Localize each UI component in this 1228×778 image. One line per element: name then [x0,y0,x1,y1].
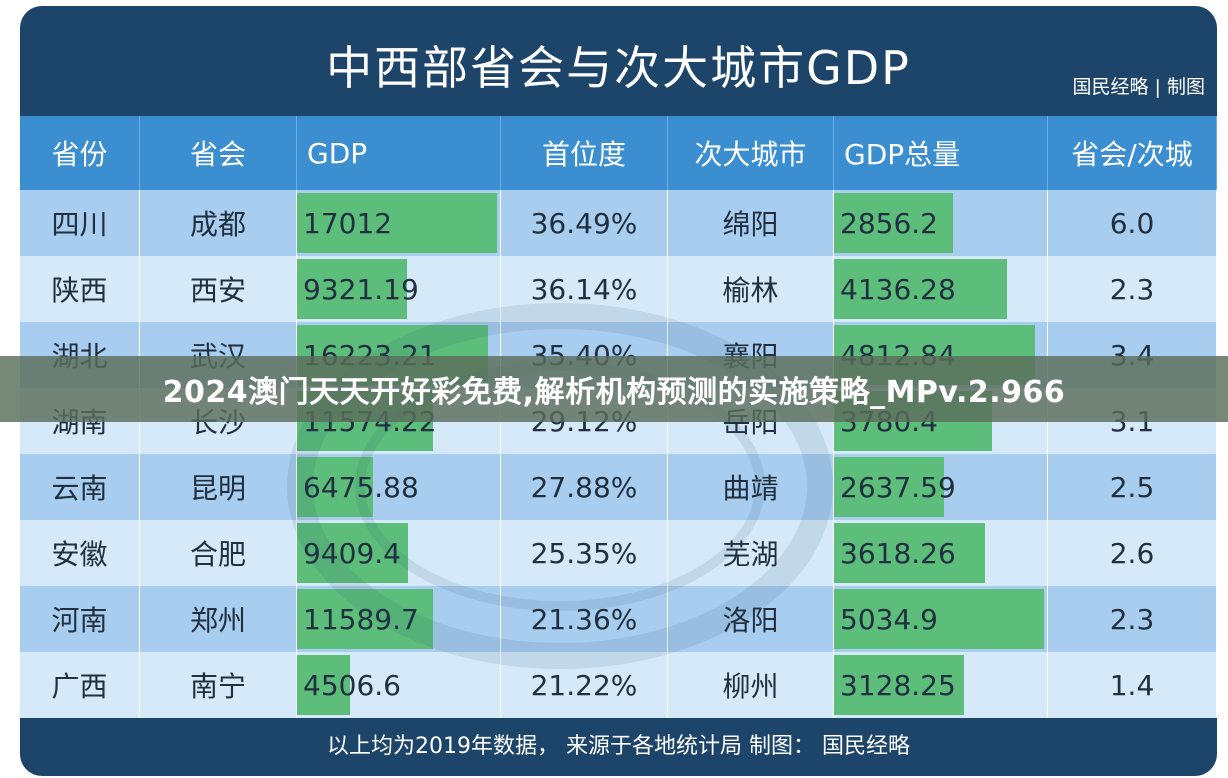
primacy-cell: 21.36% [501,586,668,652]
second-gdp-cell: 2856.2 [834,190,1048,256]
primacy-cell: 27.88% [501,454,668,520]
province-cell: 广西 [20,652,140,718]
capital-cell: 成都 [140,190,297,256]
second-city-cell: 曲靖 [668,454,834,520]
gdp-value: 4506.6 [303,668,401,702]
gdp-value: 11589.7 [303,602,419,636]
gdp-cell: 4506.6 [297,652,501,718]
province-cell: 四川 [20,190,140,256]
table-row: 陕西 西安 9321.19 36.14% 榆林 4136.28 2.3 [20,256,1217,322]
capital-cell: 郑州 [140,586,297,652]
second-city-cell: 洛阳 [668,586,834,652]
header-second-gdp: GDP总量 [834,116,1048,190]
second-gdp-cell: 3618.26 [834,520,1048,586]
second-city-cell: 柳州 [668,652,834,718]
second-gdp-bar [834,589,1044,649]
second-city-cell: 绵阳 [668,190,834,256]
gdp-bar [297,589,433,649]
gdp-bar [297,655,350,715]
second-gdp-value: 3618.26 [840,536,956,570]
table-row: 安徽 合肥 9409.4 25.35% 芜湖 3618.26 2.6 [20,520,1217,586]
primacy-cell: 25.35% [501,520,668,586]
gdp-cell: 9321.19 [297,256,501,322]
ratio-cell: 2.5 [1048,454,1217,520]
ratio-cell: 6.0 [1048,190,1217,256]
second-city-cell: 榆林 [668,256,834,322]
province-cell: 河南 [20,586,140,652]
gdp-cell: 9409.4 [297,520,501,586]
header-second-city: 次大城市 [668,116,834,190]
primacy-cell: 36.49% [501,190,668,256]
header-capital: 省会 [140,116,297,190]
second-gdp-value: 5034.9 [840,602,938,636]
gdp-bar [297,259,407,319]
gdp-value: 9409.4 [303,536,401,570]
primacy-cell: 36.14% [501,256,668,322]
header-gdp: GDP [297,116,501,190]
overlay-banner: 2024澳门天天开好彩免费,解析机构预测的实施策略_MPv.2.966 [0,356,1228,422]
province-cell: 安徽 [20,520,140,586]
ratio-cell: 1.4 [1048,652,1217,718]
ratio-cell: 2.3 [1048,586,1217,652]
second-gdp-cell: 4136.28 [834,256,1048,322]
footer-note: 以上均为2019年数据， 来源于各地统计局 制图： 国民经略 [327,734,910,759]
gdp-bar [297,193,497,253]
table-row: 四川 成都 17012 36.49% 绵阳 2856.2 6.0 [20,190,1217,256]
credit-label: 国民经略 | 制图 [1072,76,1205,98]
ratio-cell: 2.3 [1048,256,1217,322]
header-ratio: 省会/次城 [1048,116,1217,190]
gdp-cell: 6475.88 [297,454,501,520]
second-gdp-bar [834,457,944,517]
second-gdp-bar [834,523,985,583]
second-gdp-bar [834,193,953,253]
gdp-cell: 11589.7 [297,586,501,652]
gdp-cell: 17012 [297,190,501,256]
second-gdp-bar [834,655,964,715]
gdp-value: 17012 [303,206,393,240]
capital-cell: 西安 [140,256,297,322]
second-gdp-cell: 3128.25 [834,652,1048,718]
province-cell: 陕西 [20,256,140,322]
header-primacy: 首位度 [501,116,668,190]
capital-cell: 南宁 [140,652,297,718]
second-city-cell: 芜湖 [668,520,834,586]
ratio-cell: 2.6 [1048,520,1217,586]
overlay-text: 2024澳门天天开好彩免费,解析机构预测的实施策略_MPv.2.966 [162,375,1066,410]
capital-cell: 合肥 [140,520,297,586]
header-province: 省份 [20,116,140,190]
second-gdp-cell: 2637.59 [834,454,1048,520]
title-bar: 中西部省会与次大城市GDP 国民经略 | 制图 [20,6,1217,116]
capital-cell: 昆明 [140,454,297,520]
table-row: 广西 南宁 4506.6 21.22% 柳州 3128.25 1.4 [20,652,1217,718]
gdp-value: 9321.19 [303,272,419,306]
second-gdp-bar [834,259,1007,319]
chart-title: 中西部省会与次大城市GDP [326,41,911,95]
second-gdp-value: 3128.25 [840,668,956,702]
primacy-cell: 21.22% [501,652,668,718]
gdp-bar [297,523,408,583]
second-gdp-value: 4136.28 [840,272,956,306]
second-gdp-value: 2637.59 [840,470,956,504]
gdp-bar [297,457,373,517]
second-gdp-value: 2856.2 [840,206,938,240]
table-row: 云南 昆明 6475.88 27.88% 曲靖 2637.59 2.5 [20,454,1217,520]
table-row: 河南 郑州 11589.7 21.36% 洛阳 5034.9 2.3 [20,586,1217,652]
second-gdp-cell: 5034.9 [834,586,1048,652]
gdp-value: 6475.88 [303,470,419,504]
province-cell: 云南 [20,454,140,520]
